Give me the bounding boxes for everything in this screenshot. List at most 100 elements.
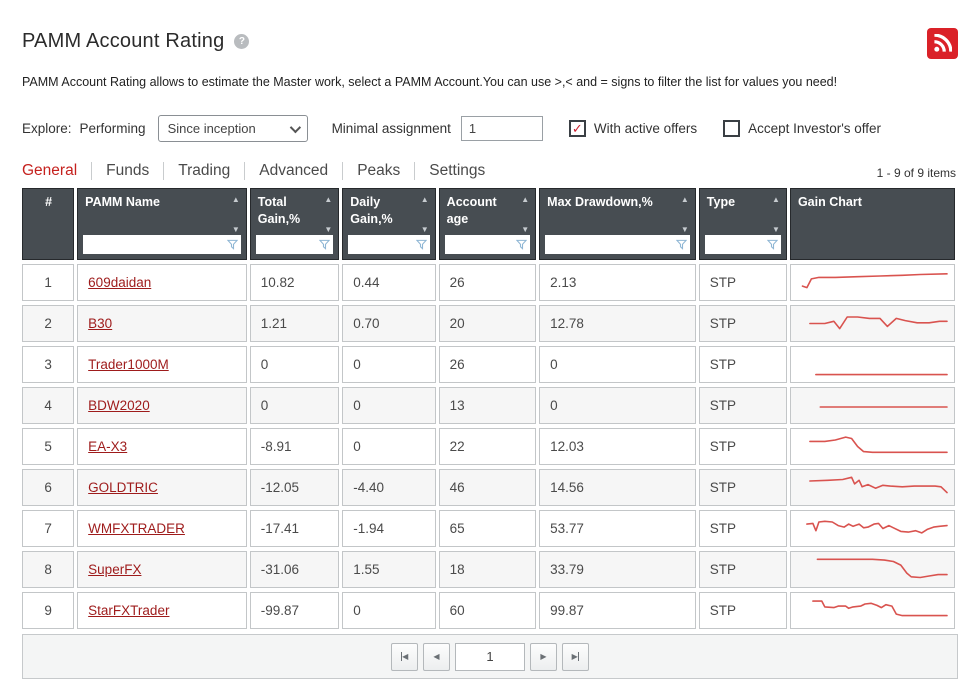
- gain-chart-cell: [789, 264, 955, 301]
- filter-input[interactable]: [704, 237, 767, 252]
- type-cell: STP: [698, 346, 787, 383]
- filter-input[interactable]: [83, 237, 227, 252]
- pamm-name-link[interactable]: B30: [88, 316, 113, 331]
- pamm-name-link[interactable]: 609daidan: [88, 275, 152, 290]
- pamm-name-cell: SuperFX: [77, 551, 247, 588]
- sort-asc-icon[interactable]: ▲: [521, 195, 530, 204]
- filter-funnel-icon[interactable]: [226, 239, 238, 250]
- next-page-icon: ▶: [540, 651, 547, 661]
- with-active-offers-checkbox[interactable]: ✓ With active offers: [568, 120, 697, 137]
- prev-page-button[interactable]: ◀: [423, 642, 450, 671]
- type-cell: STP: [698, 551, 787, 588]
- column-header-max-drawdown[interactable]: Max Drawdown,% ▲ ▼: [539, 188, 696, 260]
- minimal-assignment-input[interactable]: [460, 116, 543, 141]
- account-age-cell: 22: [438, 428, 537, 465]
- table-row: 9 StarFXTrader -99.87 0 60 99.87 STP: [22, 592, 955, 629]
- max-drawdown-cell: 0: [539, 346, 696, 383]
- gain-chart-cell: [789, 346, 955, 383]
- tab-general[interactable]: General: [22, 162, 78, 179]
- pamm-name-cell: 609daidan: [77, 264, 247, 301]
- sort-desc-icon[interactable]: ▼: [420, 225, 429, 234]
- column-header-pamm-name[interactable]: PAMM Name ▲ ▼: [77, 188, 247, 260]
- total-gain-cell: 0: [249, 387, 340, 424]
- pamm-name-link[interactable]: EA-X3: [88, 439, 128, 454]
- pamm-name-link[interactable]: GOLDTRIC: [88, 480, 158, 495]
- page-number-input[interactable]: [455, 642, 525, 671]
- sort-asc-icon[interactable]: ▲: [680, 195, 689, 204]
- column-header-account-age[interactable]: Account age ▲ ▼: [438, 188, 537, 260]
- max-drawdown-cell: 14.56: [539, 469, 696, 506]
- max-drawdown-cell: 12.78: [539, 305, 696, 342]
- account-age-cell: 46: [438, 469, 537, 506]
- accept-investors-offer-checkbox[interactable]: Accept Investor's offer: [723, 120, 881, 137]
- sort-desc-icon[interactable]: ▼: [772, 225, 780, 234]
- max-drawdown-cell: 53.77: [539, 510, 696, 547]
- gain-sparkline: [812, 600, 948, 617]
- pamm-name-link[interactable]: StarFXTrader: [88, 603, 170, 618]
- sort-desc-icon[interactable]: ▼: [521, 225, 530, 234]
- gain-sparkline: [816, 558, 948, 579]
- tabs-bar: General Funds Trading Advanced Peaks Settings…: [22, 162, 958, 180]
- type-cell: STP: [698, 387, 787, 424]
- filter-input[interactable]: [348, 237, 416, 252]
- type-cell: STP: [698, 305, 787, 342]
- gain-chart-cell: [789, 592, 955, 629]
- filter-funnel-icon[interactable]: [319, 239, 331, 250]
- column-header-gain-chart: Gain Chart: [789, 188, 955, 260]
- filter-funnel-icon[interactable]: [516, 239, 528, 250]
- tab-funds[interactable]: Funds: [91, 162, 163, 180]
- gain-chart-cell: [789, 305, 955, 342]
- performing-label: Performing: [79, 121, 146, 136]
- next-page-button[interactable]: ▶: [530, 642, 557, 671]
- checkbox-checked-icon[interactable]: ✓: [568, 120, 586, 137]
- minimal-assignment-label: Minimal assignment: [331, 121, 451, 136]
- sort-desc-icon[interactable]: ▼: [231, 225, 240, 234]
- page-description: PAMM Account Rating allows to estimate t…: [22, 75, 838, 89]
- type-cell: STP: [698, 469, 787, 506]
- tab-settings[interactable]: Settings: [414, 162, 499, 180]
- period-select[interactable]: Since inception: [157, 115, 308, 142]
- pamm-name-cell: WMFXTRADER: [77, 510, 247, 547]
- page-title: PAMM Account Rating: [22, 30, 225, 52]
- period-select-value: Since inception: [167, 121, 256, 136]
- pamm-name-link[interactable]: WMFXTRADER: [88, 521, 185, 536]
- column-label: Gain Chart: [797, 195, 862, 209]
- column-label: Total Gain,%: [257, 195, 301, 226]
- sort-asc-icon[interactable]: ▲: [324, 195, 333, 204]
- daily-gain-cell: 0: [342, 387, 436, 424]
- last-page-button[interactable]: ▶: [562, 642, 589, 671]
- sort-asc-icon[interactable]: ▲: [420, 195, 429, 204]
- gain-chart-cell: [789, 469, 955, 506]
- pamm-name-link[interactable]: Trader1000M: [88, 357, 169, 372]
- column-header-total-gain[interactable]: Total Gain,% ▲ ▼: [249, 188, 340, 260]
- column-header-daily-gain[interactable]: Daily Gain,% ▲ ▼: [342, 188, 436, 260]
- sort-asc-icon[interactable]: ▲: [231, 195, 240, 204]
- checkbox-unchecked-icon[interactable]: [723, 120, 741, 137]
- pamm-name-link[interactable]: SuperFX: [88, 562, 142, 577]
- filter-funnel-icon[interactable]: [415, 239, 427, 250]
- column-header-type[interactable]: Type ▲ ▼: [698, 188, 787, 260]
- total-gain-cell: 0: [249, 346, 340, 383]
- pamm-name-link[interactable]: BDW2020: [88, 398, 150, 413]
- sort-desc-icon[interactable]: ▼: [324, 225, 333, 234]
- tab-peaks[interactable]: Peaks: [342, 162, 414, 180]
- filter-funnel-icon[interactable]: [675, 239, 687, 250]
- help-icon[interactable]: ?: [234, 34, 250, 49]
- filter-input[interactable]: [545, 237, 676, 252]
- total-gain-cell: -17.41: [249, 510, 340, 547]
- filter-input[interactable]: [444, 237, 517, 252]
- last-page-icon: [577, 652, 580, 661]
- filter-input[interactable]: [255, 237, 320, 252]
- account-age-cell: 65: [438, 510, 537, 547]
- tab-advanced[interactable]: Advanced: [244, 162, 342, 180]
- sort-asc-icon[interactable]: ▲: [772, 195, 780, 204]
- row-number-cell: 7: [22, 510, 75, 547]
- tab-trading[interactable]: Trading: [163, 162, 244, 180]
- rss-icon[interactable]: [927, 28, 958, 59]
- first-page-button[interactable]: ◀: [391, 642, 418, 671]
- total-gain-cell: 10.82: [249, 264, 340, 301]
- filter-funnel-icon[interactable]: [766, 239, 778, 250]
- sort-desc-icon[interactable]: ▼: [680, 225, 689, 234]
- filter-bar: Explore: Performing Since inception Mini…: [22, 115, 958, 142]
